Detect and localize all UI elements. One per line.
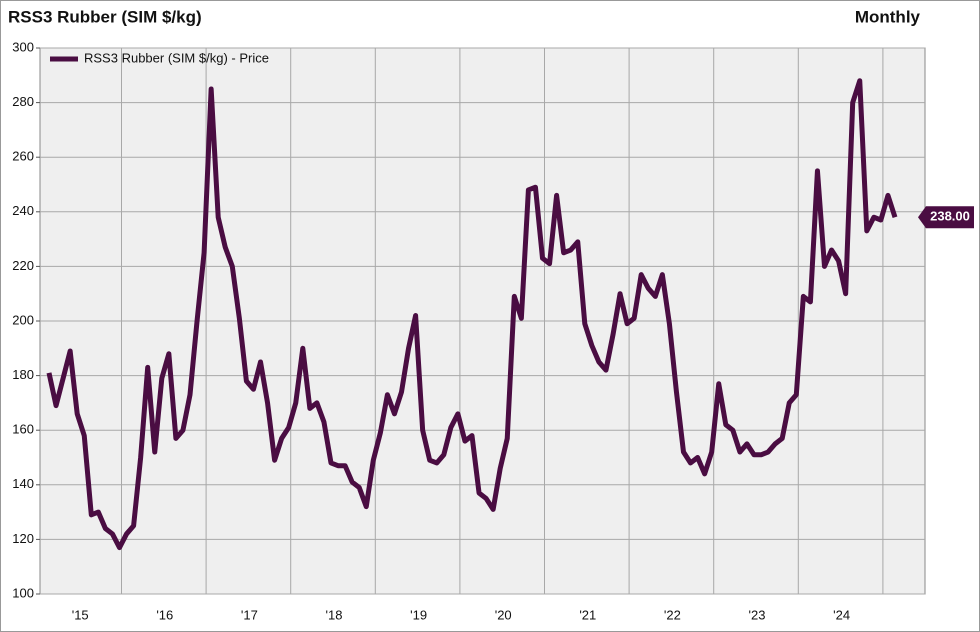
y-tick-label: 300	[12, 39, 34, 54]
y-tick-label: 120	[12, 531, 34, 546]
y-tick-label: 200	[12, 312, 34, 327]
frequency: Monthly	[855, 7, 921, 26]
y-tick-label: 140	[12, 476, 34, 491]
y-tick-label: 240	[12, 203, 34, 218]
x-tick-label: '15	[72, 607, 89, 622]
chart-title: RSS3 Rubber (SIM $/kg)	[8, 7, 202, 26]
legend-label: RSS3 Rubber (SIM $/kg) - Price	[84, 50, 269, 65]
y-tick-label: 280	[12, 94, 34, 109]
x-tick-label: '16	[156, 607, 173, 622]
y-tick-label: 100	[12, 585, 34, 600]
x-tick-label: '24	[833, 607, 850, 622]
x-tick-label: '18	[326, 607, 343, 622]
y-tick-label: 220	[12, 258, 34, 273]
last-value-label: 238.00	[930, 209, 970, 224]
x-tick-label: '19	[410, 607, 427, 622]
price-line	[46, 78, 898, 551]
x-tick-label: '17	[241, 607, 258, 622]
x-tick-label: '20	[495, 607, 512, 622]
y-tick-label: 160	[12, 422, 34, 437]
x-tick-label: '21	[579, 607, 596, 622]
y-tick-label: 180	[12, 367, 34, 382]
x-tick-label: '23	[749, 607, 766, 622]
x-tick-label: '22	[664, 607, 681, 622]
y-tick-label: 260	[12, 149, 34, 164]
last-value-tag	[918, 206, 974, 229]
